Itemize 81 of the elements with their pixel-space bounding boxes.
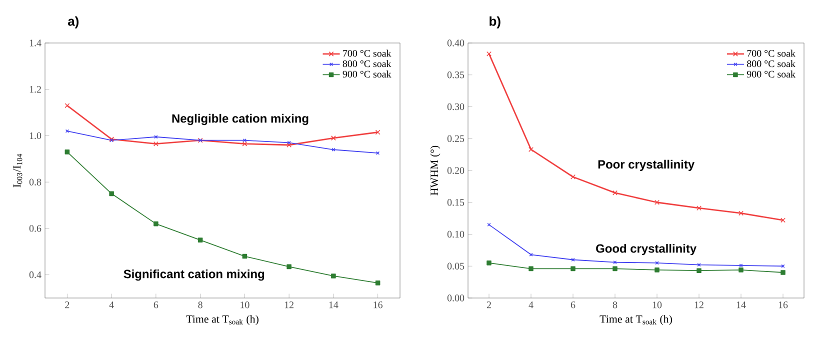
point	[198, 238, 203, 242]
point	[696, 268, 702, 273]
point	[375, 280, 380, 286]
legend-label: 800 °C soak	[342, 60, 392, 68]
x-axis-title: Time at T$_{soak}$ (h)	[600, 315, 672, 326]
point	[153, 141, 158, 146]
annotation: Poor crystallinity	[598, 160, 695, 171]
y-tick-label: 1.0	[30, 132, 42, 140]
y-tick-label: 0.15	[447, 198, 464, 206]
y-tick-label: 1.2	[30, 86, 41, 93]
point	[242, 138, 247, 142]
point	[242, 141, 248, 146]
y-tick-label: 1.4	[30, 40, 42, 46]
point	[286, 142, 292, 148]
x-tick-label: 10	[652, 302, 662, 308]
legend-label: 800 °C soak	[747, 60, 796, 68]
point	[330, 136, 336, 141]
y-tick-label: 0.35	[447, 71, 464, 78]
point	[109, 191, 114, 196]
y-tick-label: 0.30	[447, 103, 464, 110]
y-tick-label: 0.05	[447, 262, 464, 270]
y-tick-label: 0.25	[447, 135, 464, 142]
point	[696, 206, 702, 211]
point	[331, 274, 336, 278]
x-tick-label: 8	[612, 302, 618, 308]
point	[375, 130, 380, 135]
x-tick-label: 2	[486, 302, 491, 308]
point	[486, 51, 492, 56]
y-tick-label: 0.00	[447, 294, 464, 302]
y-axis-title: I$_{003}$/I$_{104}$	[13, 154, 22, 188]
point	[612, 266, 618, 272]
legend-label: 900 °C soak	[746, 70, 796, 78]
legend-label: 900 °C soak	[342, 70, 392, 78]
y-tick-label: 0.4	[29, 271, 42, 278]
point	[738, 268, 744, 272]
chart-title: b)	[490, 16, 500, 28]
point	[528, 266, 534, 272]
x-tick-label: 16	[374, 302, 383, 308]
x-tick-label: 14	[329, 302, 338, 308]
annotation: Negligible cation mixing	[172, 114, 308, 126]
point	[612, 190, 618, 196]
y-tick-label: 0.8	[29, 178, 42, 186]
point	[570, 266, 576, 272]
x-tick-label: 10	[240, 302, 250, 308]
point	[286, 264, 292, 270]
point	[738, 210, 744, 216]
y-tick-label: 0.40	[447, 40, 464, 46]
x-tick-label: 8	[198, 302, 202, 308]
y-tick-label: 0.6	[29, 225, 42, 232]
y-tick-label: 0.20	[447, 167, 464, 174]
x-tick-label: 6	[154, 302, 158, 308]
x-tick-label: 6	[570, 302, 576, 308]
annotation: Good crystallinity	[596, 244, 697, 256]
point	[486, 260, 492, 266]
chart-title: a)	[68, 16, 79, 28]
x-tick-label: 16	[778, 302, 788, 308]
point	[654, 200, 660, 205]
x-tick-label: 4	[109, 302, 114, 308]
annotation: Significant cation mixing	[124, 269, 264, 281]
point	[654, 268, 660, 272]
x-tick-label: 12	[694, 302, 704, 308]
point	[780, 270, 786, 275]
point	[570, 174, 576, 180]
y-tick-label: 0.10	[447, 230, 464, 238]
point	[780, 218, 786, 223]
point	[242, 254, 248, 259]
point	[739, 264, 743, 268]
point	[64, 150, 70, 154]
x-tick-label: 4	[528, 302, 534, 308]
point	[154, 135, 158, 139]
x-tick-label: 14	[736, 302, 746, 308]
x-tick-label: 2	[65, 302, 70, 308]
x-tick-label: 12	[284, 302, 294, 308]
x-axis-title: Time at T$_{soak}$ (h)	[186, 315, 258, 326]
point	[528, 146, 534, 152]
point	[64, 103, 70, 108]
y-axis-title: HWHM (°)	[430, 146, 440, 196]
point	[655, 261, 659, 265]
legend-label: 700 °C soak	[747, 50, 796, 57]
legend-label: 700 °C soak	[343, 50, 392, 57]
point	[154, 221, 158, 226]
